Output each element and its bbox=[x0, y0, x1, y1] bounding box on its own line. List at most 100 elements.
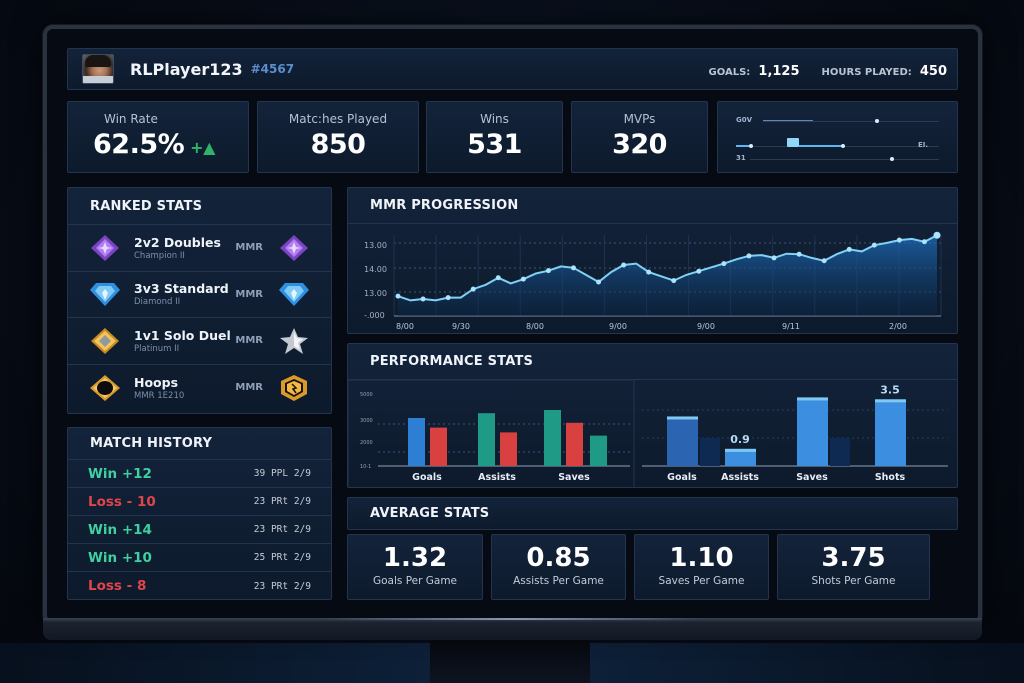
data-point[interactable] bbox=[933, 231, 941, 239]
performance-bar-chart-left: 5000 3000 2000 10-1 Goals Assists Saves bbox=[348, 380, 635, 488]
background-floor-right bbox=[590, 643, 1024, 683]
data-point[interactable] bbox=[646, 269, 652, 275]
mini-dot-2a bbox=[749, 144, 753, 148]
hours-stat: HOURS PLAYED: 450 bbox=[822, 60, 947, 79]
data-point[interactable] bbox=[470, 286, 476, 292]
data-point[interactable] bbox=[420, 296, 426, 302]
match-row[interactable]: Win +12 39 PPL 2/9 bbox=[68, 460, 331, 488]
rank-row-standard[interactable]: 3v3 Standard Diamond II MMR bbox=[68, 272, 331, 318]
bar[interactable] bbox=[725, 448, 756, 466]
match-row[interactable]: Loss - 10 23 PRt 2/9 bbox=[68, 488, 331, 516]
rank-row-hoops[interactable]: Hoops MMR 1E210 MMR bbox=[68, 365, 331, 412]
match-row[interactable]: Loss - 8 23 PRt 2/9 bbox=[68, 572, 331, 600]
match-history-title: MATCH HISTORY bbox=[68, 428, 331, 460]
x-tick-label: 8/00 bbox=[526, 322, 544, 331]
rank-mode: 2v2 Doubles bbox=[134, 234, 221, 250]
data-point[interactable] bbox=[721, 261, 727, 267]
bar[interactable] bbox=[667, 416, 698, 466]
mini-label-3: 31 bbox=[736, 154, 746, 162]
category-label: Assists bbox=[478, 472, 516, 483]
match-row[interactable]: Win +14 23 PRt 2/9 bbox=[68, 516, 331, 544]
bar[interactable] bbox=[430, 427, 447, 466]
mini-slider-handle[interactable] bbox=[787, 138, 799, 147]
win-rate-label: Win Rate bbox=[104, 112, 158, 126]
ranked-stats-panel: RANKED STATS 2v2 Doubles Champion II MMR… bbox=[67, 187, 332, 414]
data-point[interactable] bbox=[545, 268, 551, 274]
avg-goals-label: Goals Per Game bbox=[372, 575, 458, 587]
avg-saves-card: 1.10 Saves Per Game bbox=[634, 534, 769, 600]
bar[interactable] bbox=[478, 413, 495, 466]
avg-goals-value: 1.32 bbox=[382, 543, 448, 573]
bar[interactable] bbox=[590, 435, 607, 466]
rank-tier: MMR 1E210 bbox=[134, 390, 185, 401]
mvps-label: MVPs bbox=[623, 112, 656, 126]
data-point[interactable] bbox=[796, 251, 802, 257]
data-point[interactable] bbox=[746, 253, 752, 259]
data-point[interactable] bbox=[696, 268, 702, 274]
data-point[interactable] bbox=[395, 293, 401, 299]
data-point[interactable] bbox=[520, 276, 526, 282]
diamond-rank-icon bbox=[88, 279, 122, 309]
bar[interactable] bbox=[875, 399, 906, 466]
rank-text: Hoops MMR 1E210 bbox=[134, 375, 235, 401]
data-point[interactable] bbox=[896, 237, 902, 243]
silver-star-icon bbox=[277, 326, 311, 356]
mmr-progression-panel: MMR PROGRESSION 13.00 14.00 13.00 -.000 8/00… bbox=[347, 187, 958, 334]
bar-highlight bbox=[725, 448, 756, 452]
rank-mmr-label: MMR bbox=[235, 242, 263, 254]
match-result: Win +14 bbox=[88, 521, 152, 538]
avatar[interactable] bbox=[82, 54, 114, 84]
matches-played-card: Matc:hes Played 850 bbox=[257, 101, 419, 173]
bar[interactable] bbox=[544, 410, 561, 466]
hours-label: HOURS PLAYED: bbox=[821, 66, 912, 78]
data-point[interactable] bbox=[445, 295, 451, 301]
category-label: Goals bbox=[667, 472, 697, 483]
mini-fill-2a bbox=[736, 145, 751, 147]
data-point[interactable] bbox=[846, 246, 852, 252]
match-meta: 23 PRt 2/9 bbox=[253, 524, 311, 535]
mvps-value: 320 bbox=[612, 129, 667, 160]
category-label: Saves bbox=[796, 472, 828, 483]
bar-highlight bbox=[667, 416, 698, 420]
chart-frame bbox=[348, 380, 635, 488]
ranked-stats-title: RANKED STATS bbox=[68, 188, 331, 225]
rank-row-doubles[interactable]: 2v2 Doubles Champion II MMR bbox=[68, 225, 331, 272]
mini-dot-2b bbox=[841, 144, 845, 148]
bar[interactable] bbox=[408, 418, 425, 466]
platinum-rank-icon bbox=[88, 326, 122, 356]
goals-value: 1,125 bbox=[758, 63, 800, 79]
rank-text: 3v3 Standard Diamond II bbox=[134, 281, 235, 307]
data-point[interactable] bbox=[921, 239, 927, 245]
match-row[interactable]: Win +10 25 PRt 2/9 bbox=[68, 544, 331, 572]
performance-bar-chart-right: Goals 0.9 Assists Saves 3.5 Shots bbox=[642, 383, 948, 483]
bar-shadow bbox=[830, 438, 850, 466]
bar[interactable] bbox=[797, 397, 828, 466]
data-point[interactable] bbox=[671, 278, 677, 284]
player-tag: #4567 bbox=[250, 62, 295, 76]
average-stats-title: AVERAGE STATS bbox=[370, 506, 490, 521]
data-point[interactable] bbox=[495, 275, 501, 281]
data-point[interactable] bbox=[570, 265, 576, 271]
bar-value-label: 0.9 bbox=[730, 433, 750, 446]
avg-assists-value: 0.85 bbox=[526, 543, 591, 573]
hoops-rank-icon bbox=[88, 373, 122, 403]
bar[interactable] bbox=[566, 422, 583, 466]
background-floor-left bbox=[0, 643, 430, 683]
data-point[interactable] bbox=[596, 279, 602, 285]
data-point[interactable] bbox=[821, 258, 827, 264]
match-meta: 39 PPL 2/9 bbox=[253, 468, 311, 479]
data-point[interactable] bbox=[621, 262, 627, 268]
rank-mode: 3v3 Standard bbox=[134, 281, 229, 297]
match-meta: 23 PRt 2/9 bbox=[253, 580, 311, 592]
rank-row-duel[interactable]: 1v1 Solo Duel Platinum II MMR bbox=[68, 318, 331, 365]
match-history-panel: MATCH HISTORY Win +12 39 PPL 2/9 Loss - … bbox=[67, 427, 332, 600]
avg-assists-label: Assists Per Game bbox=[513, 575, 604, 587]
bar[interactable] bbox=[500, 432, 517, 466]
data-point[interactable] bbox=[771, 255, 777, 261]
matches-played-label: Matc:hes Played bbox=[288, 112, 388, 126]
mvps-card: MVPs 320 bbox=[571, 101, 708, 173]
y-tick-label: 3000 bbox=[360, 418, 373, 424]
hours-value: 450 bbox=[919, 63, 947, 79]
data-point[interactable] bbox=[871, 242, 877, 248]
y-tick-label: -.000 bbox=[364, 311, 385, 320]
